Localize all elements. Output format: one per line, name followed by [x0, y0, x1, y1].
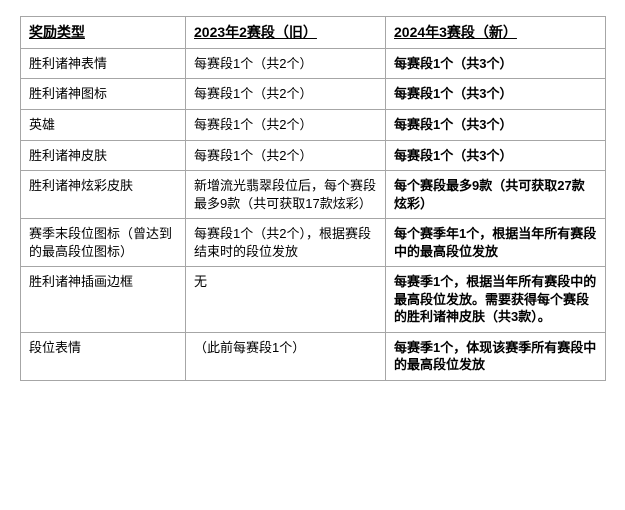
cell-new-season: 每赛段1个（共3个） — [386, 109, 606, 140]
header-new-season: 2024年3赛段（新） — [386, 17, 606, 49]
cell-new-season: 每赛段1个（共3个） — [386, 140, 606, 171]
cell-reward-type: 赛季末段位图标（曾达到的最高段位图标） — [21, 219, 186, 267]
cell-new-season: 每赛段1个（共3个） — [386, 79, 606, 110]
cell-reward-type: 胜利诸神图标 — [21, 79, 186, 110]
cell-old-season: 新增流光翡翠段位后，每个赛段最多9款（共可获取17款炫彩） — [186, 171, 386, 219]
cell-reward-type: 胜利诸神炫彩皮肤 — [21, 171, 186, 219]
cell-new-season: 每赛段1个（共3个） — [386, 48, 606, 79]
cell-new-season: 每赛季1个，体现该赛季所有赛段中的最高段位发放 — [386, 332, 606, 380]
table-body: 胜利诸神表情每赛段1个（共2个）每赛段1个（共3个）胜利诸神图标每赛段1个（共2… — [21, 48, 606, 380]
cell-reward-type: 胜利诸神皮肤 — [21, 140, 186, 171]
table-row: 胜利诸神图标每赛段1个（共2个）每赛段1个（共3个） — [21, 79, 606, 110]
header-reward-type: 奖励类型 — [21, 17, 186, 49]
table-row: 胜利诸神皮肤每赛段1个（共2个）每赛段1个（共3个） — [21, 140, 606, 171]
cell-old-season: 每赛段1个（共2个） — [186, 109, 386, 140]
cell-old-season: 每赛段1个（共2个） — [186, 79, 386, 110]
cell-reward-type: 段位表情 — [21, 332, 186, 380]
cell-reward-type: 胜利诸神表情 — [21, 48, 186, 79]
table-row: 段位表情（此前每赛段1个）每赛季1个，体现该赛季所有赛段中的最高段位发放 — [21, 332, 606, 380]
cell-new-season: 每个赛季年1个，根据当年所有赛段中的最高段位发放 — [386, 219, 606, 267]
header-old-season: 2023年2赛段（旧） — [186, 17, 386, 49]
cell-old-season: 每赛段1个（共2个），根据赛段结束时的段位发放 — [186, 219, 386, 267]
table-row: 胜利诸神表情每赛段1个（共2个）每赛段1个（共3个） — [21, 48, 606, 79]
table-header-row: 奖励类型 2023年2赛段（旧） 2024年3赛段（新） — [21, 17, 606, 49]
cell-new-season: 每个赛段最多9款（共可获取27款炫彩） — [386, 171, 606, 219]
table-row: 英雄每赛段1个（共2个）每赛段1个（共3个） — [21, 109, 606, 140]
cell-new-season: 每赛季1个，根据当年所有赛段中的最高段位发放。需要获得每个赛段的胜利诸神皮肤（共… — [386, 267, 606, 333]
table-row: 赛季末段位图标（曾达到的最高段位图标）每赛段1个（共2个），根据赛段结束时的段位… — [21, 219, 606, 267]
rewards-table: 奖励类型 2023年2赛段（旧） 2024年3赛段（新） 胜利诸神表情每赛段1个… — [20, 16, 606, 381]
table-row: 胜利诸神插画边框无每赛季1个，根据当年所有赛段中的最高段位发放。需要获得每个赛段… — [21, 267, 606, 333]
cell-reward-type: 胜利诸神插画边框 — [21, 267, 186, 333]
table-row: 胜利诸神炫彩皮肤新增流光翡翠段位后，每个赛段最多9款（共可获取17款炫彩）每个赛… — [21, 171, 606, 219]
cell-old-season: 每赛段1个（共2个） — [186, 48, 386, 79]
cell-old-season: 每赛段1个（共2个） — [186, 140, 386, 171]
cell-reward-type: 英雄 — [21, 109, 186, 140]
cell-old-season: 无 — [186, 267, 386, 333]
cell-old-season: （此前每赛段1个） — [186, 332, 386, 380]
